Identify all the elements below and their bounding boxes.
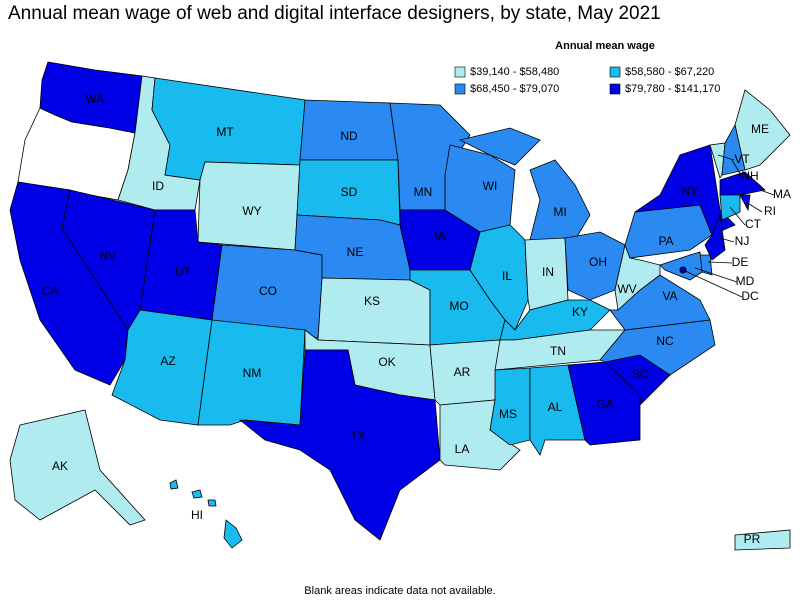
- leader-line: [731, 159, 743, 178]
- state-label: AR: [454, 365, 471, 379]
- state: [599, 319, 716, 376]
- state-label: MO: [449, 299, 468, 313]
- legend-label: $79,780 - $141,170: [625, 83, 720, 95]
- state-label: NE: [347, 245, 364, 259]
- state-label: VT: [734, 152, 750, 166]
- state-label: WA: [86, 92, 105, 106]
- leader-line: [707, 261, 733, 264]
- legend-label: $39,140 - $58,480: [470, 66, 559, 78]
- state: [704, 213, 726, 261]
- state-label: NY: [682, 184, 699, 198]
- legend-swatch: [609, 83, 621, 95]
- state: [169, 479, 179, 490]
- state-label: LA: [455, 442, 470, 456]
- legend-label: $68,450 - $79,070: [470, 83, 559, 95]
- state: [739, 194, 751, 212]
- state-label: UT: [175, 265, 192, 279]
- state: [721, 123, 746, 176]
- state-label: IN: [542, 265, 554, 279]
- state: [207, 499, 217, 507]
- state-label: MA: [773, 187, 791, 201]
- state-labels: WA CA NV ID MT WY UT CO AZ NM ND SD NE KS OK TX MN IA MO AR…: [42, 92, 791, 546]
- state-label: IL: [502, 269, 512, 283]
- leader-line: [745, 201, 763, 213]
- state-label: MN: [414, 185, 433, 199]
- state: [624, 204, 713, 259]
- legend-label: $58,580 - $67,220: [625, 66, 714, 78]
- state-label: CA: [42, 284, 59, 298]
- legend-swatch: [609, 66, 621, 78]
- state-label: ID: [152, 179, 164, 193]
- state-label: NM: [243, 366, 262, 380]
- state-label: WY: [242, 204, 261, 218]
- leader-line: [694, 267, 738, 283]
- state-label: NV: [100, 249, 117, 263]
- state-label: MD: [736, 274, 755, 288]
- state-label: NJ: [735, 234, 750, 248]
- state: [734, 529, 791, 551]
- leader-line: [717, 154, 735, 161]
- footnote: Blank areas indicate data not available.: [304, 585, 495, 597]
- state-label: WV: [617, 282, 636, 296]
- legend-title: Annual mean wage: [555, 40, 655, 52]
- map-title: Annual mean wage of web and digital inte…: [8, 3, 661, 24]
- state-label: CO: [259, 284, 277, 298]
- state-label: MT: [216, 125, 234, 139]
- state-label: AZ: [160, 354, 175, 368]
- leader-line: [729, 206, 746, 226]
- state-label: PR: [744, 532, 761, 546]
- state-label: OK: [378, 355, 395, 369]
- state: [9, 409, 146, 526]
- state-label: KS: [364, 294, 380, 308]
- state-label: NC: [656, 334, 674, 348]
- state-label: KY: [572, 305, 588, 319]
- state-label: MI: [553, 205, 566, 219]
- state-label: PA: [658, 234, 673, 248]
- state-label: GA: [596, 397, 613, 411]
- state-label: OH: [589, 255, 607, 269]
- state: [317, 277, 431, 346]
- state: [529, 159, 591, 241]
- state-label: VA: [662, 289, 677, 303]
- legend: $39,140 - $58,480 $58,580 - $67,220 $68,45…: [454, 66, 720, 95]
- leader-line: [719, 237, 735, 243]
- leader-line: [759, 189, 775, 196]
- state: [238, 349, 441, 541]
- state: [39, 61, 143, 134]
- state-label: HI: [191, 508, 203, 522]
- legend-swatch: [454, 83, 466, 95]
- state-label: ND: [340, 129, 358, 143]
- state-label: DE: [732, 255, 749, 269]
- state-label: MS: [499, 407, 517, 421]
- state: [659, 251, 703, 281]
- state-label: WI: [483, 179, 498, 193]
- state: [223, 519, 243, 549]
- state-label: ME: [751, 122, 769, 136]
- state-label: CT: [745, 217, 762, 231]
- state-label: SD: [341, 185, 358, 199]
- state-label: NH: [741, 169, 758, 183]
- state-label: RI: [764, 204, 776, 218]
- state-label: TN: [550, 344, 566, 358]
- leader-line: [682, 269, 743, 298]
- state-label: TX: [350, 429, 365, 443]
- states: [9, 61, 791, 551]
- legend-swatch: [454, 66, 466, 78]
- state: [719, 171, 766, 196]
- state-label: AL: [548, 400, 563, 414]
- state-label: IA: [434, 229, 445, 243]
- state-label: AK: [52, 459, 68, 473]
- state: [634, 144, 736, 236]
- state-label: DC: [741, 289, 759, 303]
- state-label: SC: [632, 367, 649, 381]
- state: [191, 489, 203, 499]
- state: [458, 127, 541, 166]
